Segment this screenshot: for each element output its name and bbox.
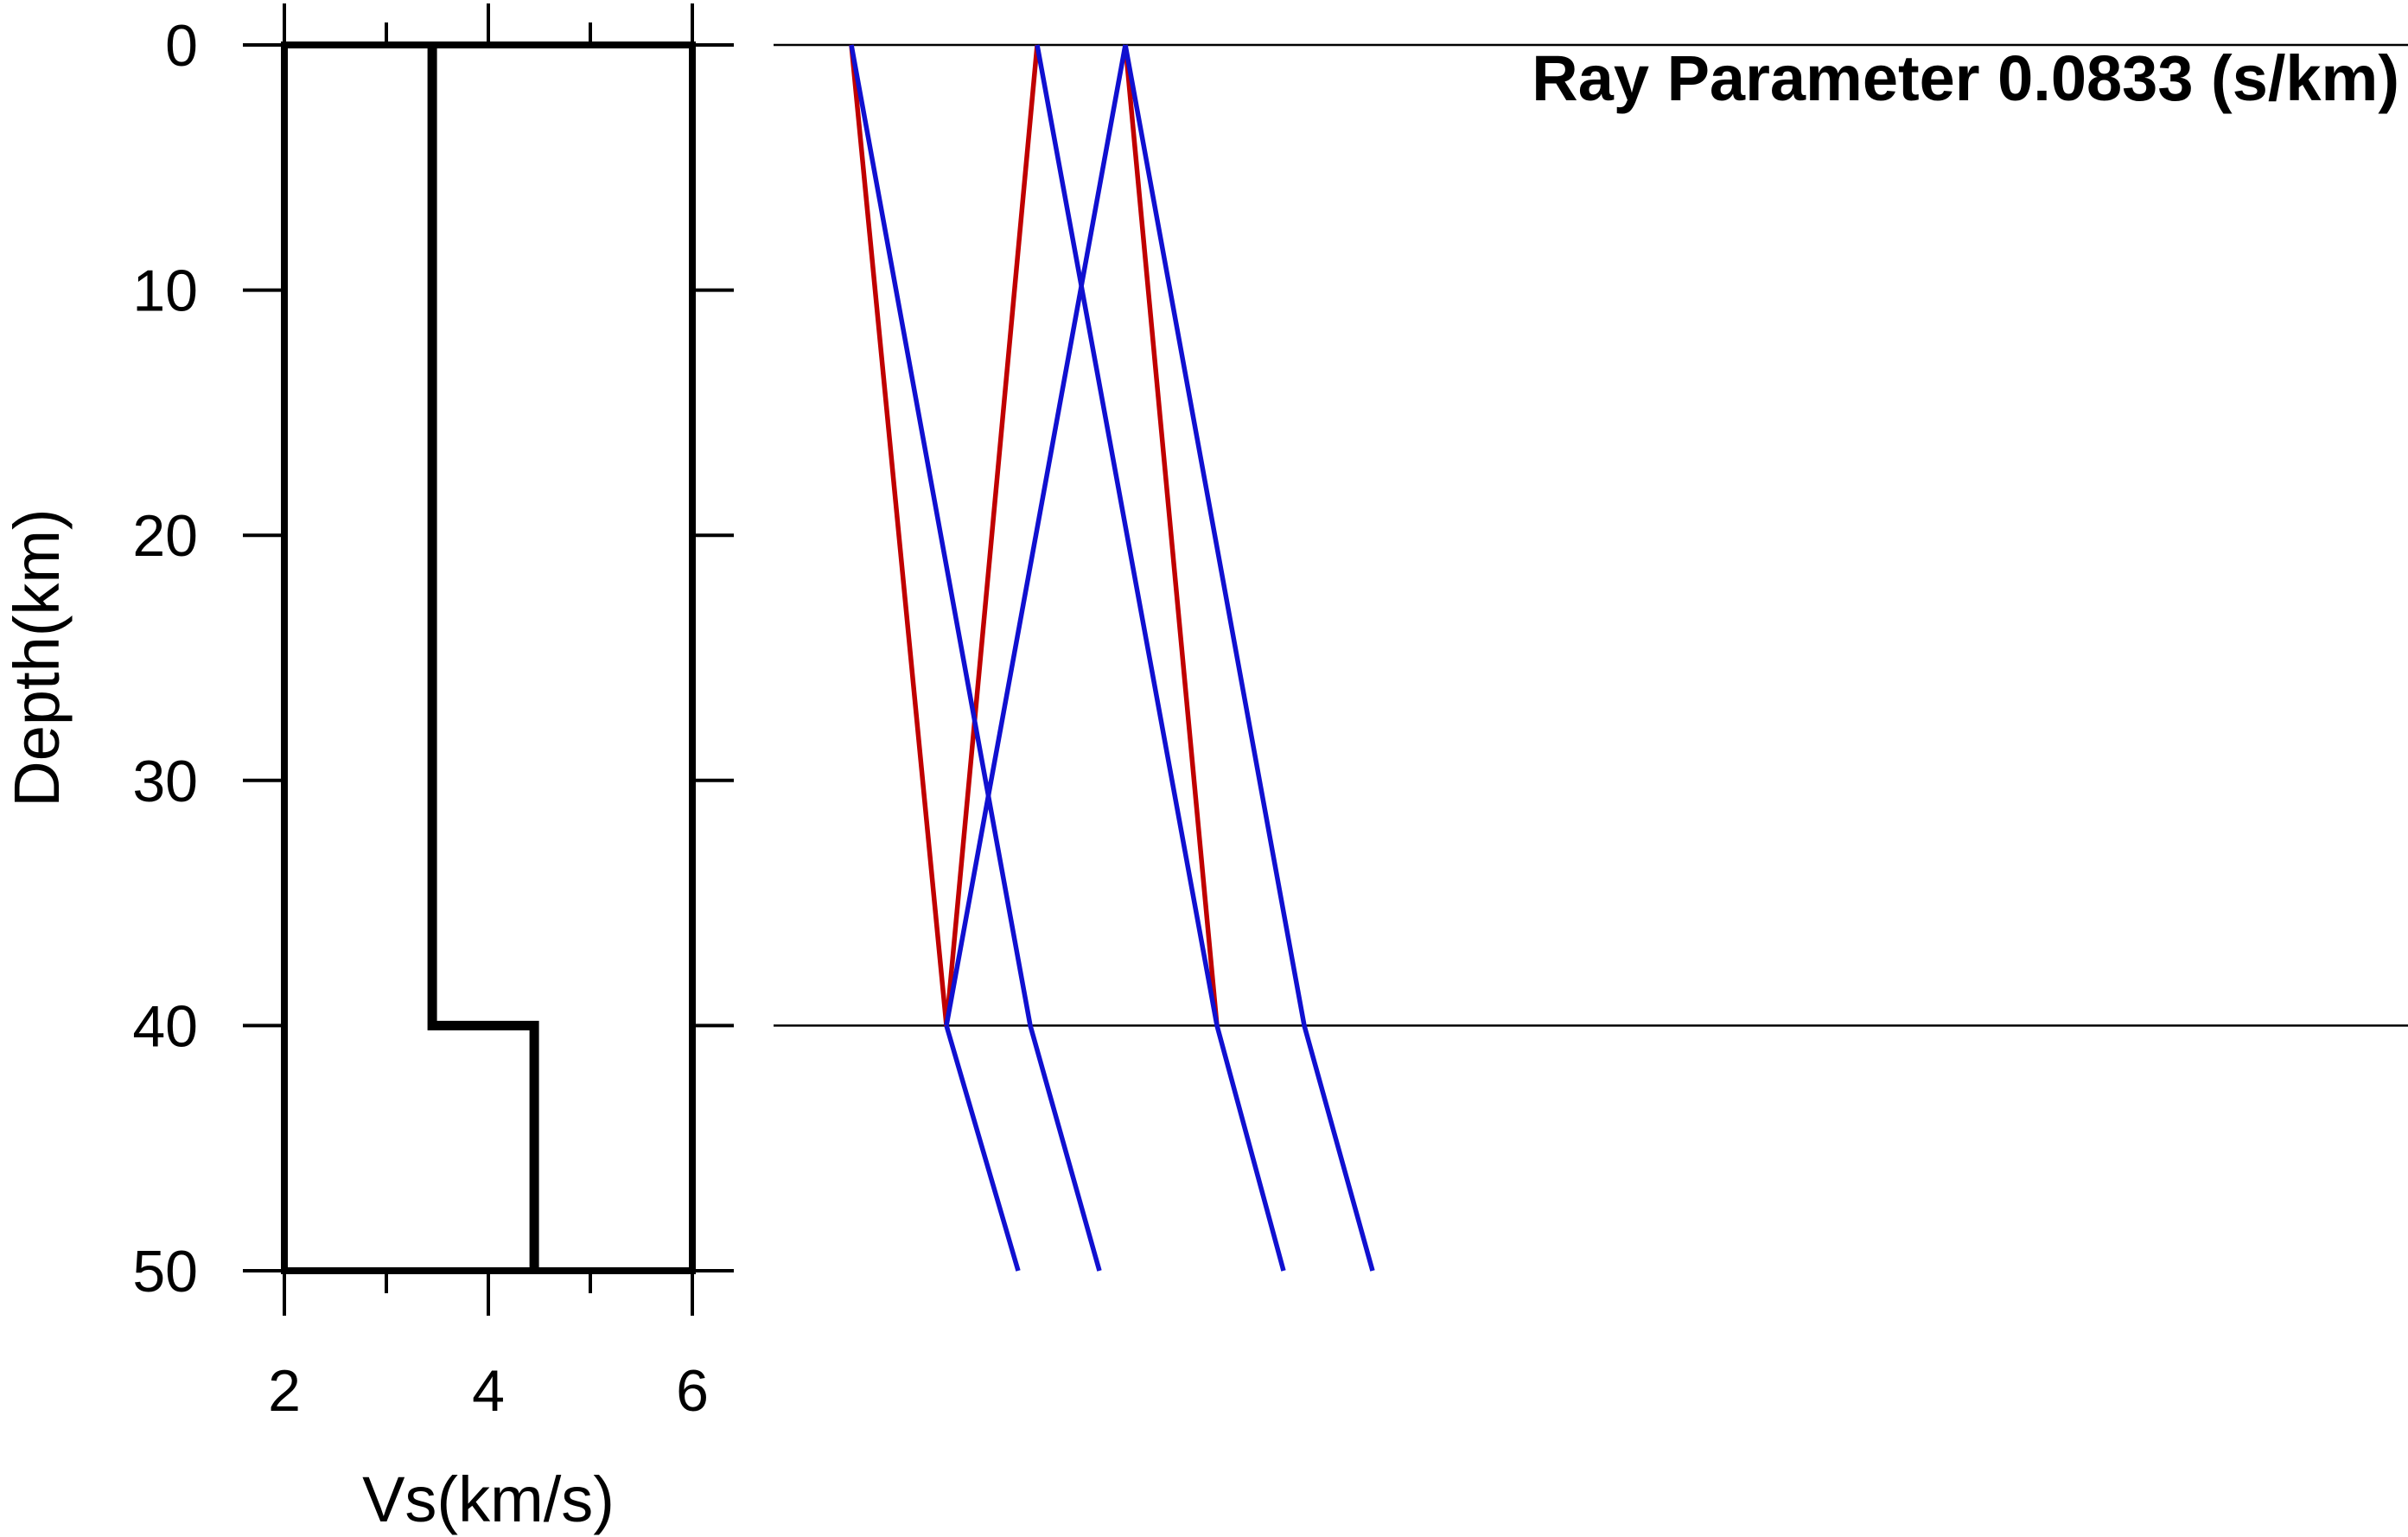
y-tick-label-3: 30 [132, 749, 198, 814]
p-ray-path-1 [1123, 44, 1220, 1026]
y-tick-label-4: 40 [132, 993, 198, 1059]
plot-frame [281, 41, 696, 1274]
ray-parameter-title: Ray Parameter 0.0833 (s/km) [1532, 42, 2399, 114]
x-tick-label-2: 6 [676, 1358, 709, 1424]
velocity-profile-panel: 0 10 20 30 40 50 2 4 6 Vs(km/s) Depth(km) [1, 3, 734, 1535]
y-tick-label-2: 20 [132, 503, 198, 569]
s-ray-path-6 [1123, 44, 1375, 1272]
s-ray-path-3 [944, 1024, 1021, 1272]
x-tick-label-0: 2 [268, 1358, 301, 1424]
s-ray-path-4 [1035, 44, 1286, 1272]
y-tick-label-0: 0 [165, 13, 198, 79]
x-axis-title: Vs(km/s) [362, 1464, 615, 1535]
s-ray-path-5 [944, 44, 1128, 1026]
y-axis-title: Depth(km) [1, 508, 73, 807]
y-tick-label-5: 50 [132, 1239, 198, 1304]
y-tick-label-1: 10 [132, 258, 198, 324]
s-ray-path-2 [849, 44, 1102, 1272]
vs-profile-line-0 [427, 45, 539, 1271]
ray-path-panel: Ray Parameter 0.0833 (s/km) [774, 42, 2408, 1272]
x-tick-label-1: 4 [472, 1358, 505, 1424]
